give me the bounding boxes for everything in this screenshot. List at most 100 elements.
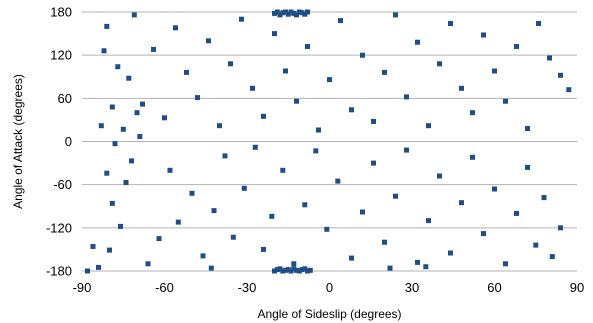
data-point	[291, 10, 297, 16]
x-axis-title: Angle of Sideslip (degrees)	[257, 307, 401, 321]
data-point	[239, 16, 244, 22]
data-point	[217, 123, 222, 129]
data-point	[151, 46, 156, 52]
data-point	[426, 218, 431, 224]
data-point	[437, 173, 442, 179]
data-point	[272, 10, 277, 16]
data-point	[107, 247, 112, 253]
data-point	[371, 118, 376, 124]
data-point	[140, 101, 145, 107]
data-point	[277, 12, 283, 18]
x-tick-label: 60	[487, 280, 501, 295]
data-point	[126, 75, 132, 81]
x-tick-label: -90	[73, 280, 92, 295]
data-point	[382, 69, 387, 75]
data-point	[371, 160, 376, 166]
data-point	[145, 261, 151, 267]
data-point	[437, 61, 442, 67]
data-point	[283, 9, 288, 15]
data-point	[294, 98, 299, 104]
data-point	[261, 113, 266, 119]
data-point	[184, 69, 189, 75]
data-point	[448, 21, 453, 26]
data-point	[115, 64, 121, 70]
data-point	[492, 186, 497, 192]
data-point	[299, 267, 305, 273]
data-point	[404, 147, 409, 153]
data-point	[283, 68, 288, 74]
data-point	[272, 31, 277, 37]
data-point	[129, 158, 134, 164]
data-point	[299, 10, 305, 16]
data-point	[492, 68, 497, 74]
data-point	[426, 123, 431, 129]
data-point	[90, 244, 96, 249]
data-point	[208, 265, 214, 271]
data-point	[558, 225, 563, 231]
data-point	[156, 236, 162, 242]
x-tick-label: 30	[405, 280, 419, 295]
data-point	[481, 32, 486, 38]
y-tick-label: 60	[58, 91, 72, 106]
data-point	[305, 268, 310, 274]
data-point	[549, 254, 555, 260]
data-point	[283, 267, 288, 273]
data-point	[470, 110, 475, 116]
data-point	[96, 264, 101, 270]
data-point	[536, 21, 541, 26]
data-point	[250, 85, 255, 91]
data-point	[558, 72, 563, 78]
data-point	[98, 123, 104, 129]
data-point	[288, 9, 294, 15]
data-point	[525, 126, 530, 131]
data-point	[294, 267, 299, 273]
data-point	[285, 11, 291, 17]
data-point	[307, 267, 313, 273]
y-tick-label: -120	[46, 220, 72, 235]
data-point	[296, 268, 302, 274]
data-point	[393, 12, 398, 18]
data-point	[272, 268, 277, 274]
data-point	[228, 61, 233, 67]
data-point	[274, 267, 280, 273]
data-point	[167, 167, 173, 173]
data-point	[241, 185, 247, 191]
data-point	[533, 242, 539, 248]
data-point	[274, 9, 280, 15]
data-point	[104, 170, 110, 176]
data-point	[566, 87, 572, 93]
data-point	[137, 134, 143, 139]
data-point	[118, 223, 123, 229]
data-point	[85, 268, 90, 274]
gridlines	[82, 11, 577, 272]
data-point	[470, 154, 475, 160]
data-point	[387, 265, 393, 271]
data-point	[415, 259, 420, 265]
data-point	[109, 200, 115, 206]
data-point	[302, 11, 308, 17]
y-tick-label: 120	[50, 48, 72, 63]
x-tick-label: -30	[238, 280, 257, 295]
data-point	[393, 193, 398, 199]
data-point	[423, 264, 429, 270]
data-point	[349, 255, 354, 261]
data-points	[85, 9, 572, 274]
data-point	[459, 85, 464, 91]
y-axis-title: Angle of Attack (degrees)	[11, 74, 25, 209]
data-point	[222, 153, 228, 159]
data-point	[189, 190, 195, 196]
data-point	[481, 231, 486, 237]
data-point	[280, 167, 286, 173]
data-point	[382, 239, 387, 245]
data-point	[338, 18, 343, 24]
data-point	[288, 268, 294, 274]
data-point	[291, 261, 297, 267]
data-point	[120, 126, 126, 132]
data-point	[230, 234, 236, 240]
data-point	[503, 98, 508, 104]
data-point	[134, 110, 140, 116]
data-point	[280, 10, 286, 16]
data-point	[404, 94, 409, 100]
data-point	[280, 268, 286, 274]
